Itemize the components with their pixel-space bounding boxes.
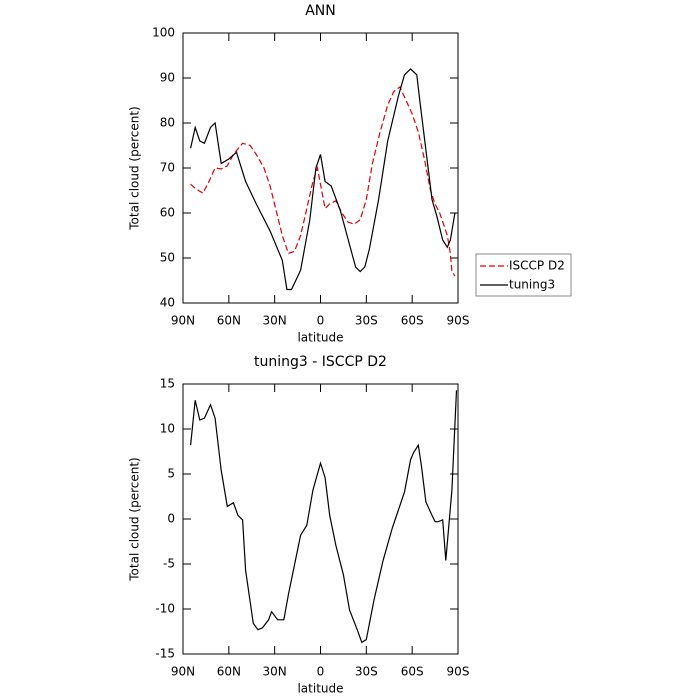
y-tick-label: 100 (152, 26, 175, 40)
y-tick-label: 60 (160, 206, 175, 220)
y-tick-label: 90 (160, 71, 175, 85)
x-axis-label: latitude (297, 331, 343, 345)
legend-box (475, 253, 572, 297)
x-tick-label: 60S (401, 314, 424, 328)
y-axis-label: Total cloud (percent) (128, 457, 142, 581)
y-tick-label: 70 (160, 161, 175, 175)
y-tick-label: 80 (160, 116, 175, 130)
y-tick-label: -10 (155, 602, 175, 616)
x-tick-label: 90S (447, 665, 470, 679)
data-line (190, 86, 456, 277)
x-tick-label: 60S (401, 665, 424, 679)
x-tick-label: 90S (447, 314, 470, 328)
legend-label: ISCCP D2 (509, 259, 565, 273)
x-tick-label: 60N (217, 665, 241, 679)
plot-frame (182, 383, 459, 655)
x-tick-label: 0 (317, 314, 325, 328)
x-tick-label: 0 (317, 665, 325, 679)
legend-label: tuning3 (509, 278, 555, 292)
y-tick-label: 5 (167, 467, 175, 481)
x-tick-label: 30S (355, 314, 378, 328)
data-line (190, 68, 456, 291)
plot-frame (182, 32, 459, 304)
x-tick-label: 30N (263, 665, 287, 679)
x-tick-label: 90N (171, 314, 195, 328)
chart-title: ANN (305, 3, 336, 19)
x-tick-label: 90N (171, 665, 195, 679)
x-tick-label: 30N (263, 314, 287, 328)
y-tick-label: -5 (163, 557, 175, 571)
y-tick-label: 0 (167, 512, 175, 526)
x-tick-label: 60N (217, 314, 241, 328)
chart-title: tuning3 - ISCCP D2 (254, 354, 387, 370)
y-tick-label: 50 (160, 251, 175, 265)
x-axis-label: latitude (297, 682, 343, 696)
y-tick-label: 15 (160, 377, 175, 391)
y-tick-label: 40 (160, 296, 175, 310)
data-line (190, 390, 458, 644)
x-tick-label: 30S (355, 665, 378, 679)
y-tick-label: -15 (155, 647, 175, 661)
y-axis-label: Total cloud (percent) (128, 106, 142, 230)
y-tick-label: 10 (160, 422, 175, 436)
